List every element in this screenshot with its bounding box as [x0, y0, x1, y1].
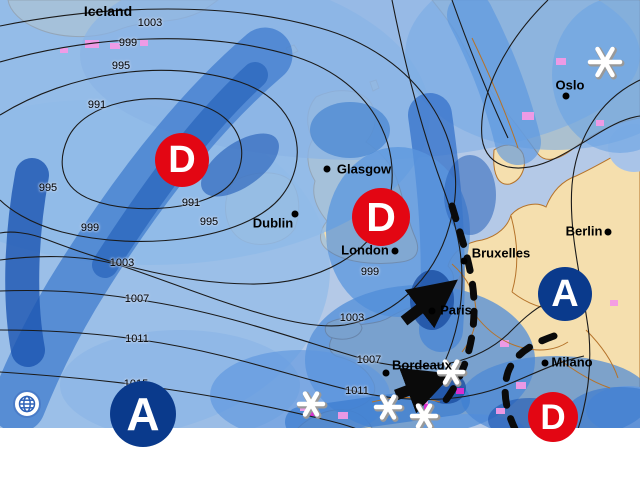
snowflake-icon-4: [409, 403, 441, 431]
wetterzentrale-logo-icon: [13, 390, 41, 418]
snowflake-icon-2: [296, 391, 328, 419]
arrow-paris: [400, 279, 458, 329]
flow-arrows: [394, 279, 458, 414]
snowflake-icon-1: [436, 359, 468, 387]
isobar-lines: [0, 0, 640, 439]
snowflake-icon-0: [587, 46, 625, 80]
legend-footer: Do, 04.12.2025, 12..15 UTC Do 00 +15h Mo…: [0, 428, 640, 478]
snowflake-symbols: [296, 46, 625, 431]
snowflake-icon-3: [373, 394, 405, 422]
arrow-bordeaux: [394, 367, 453, 414]
